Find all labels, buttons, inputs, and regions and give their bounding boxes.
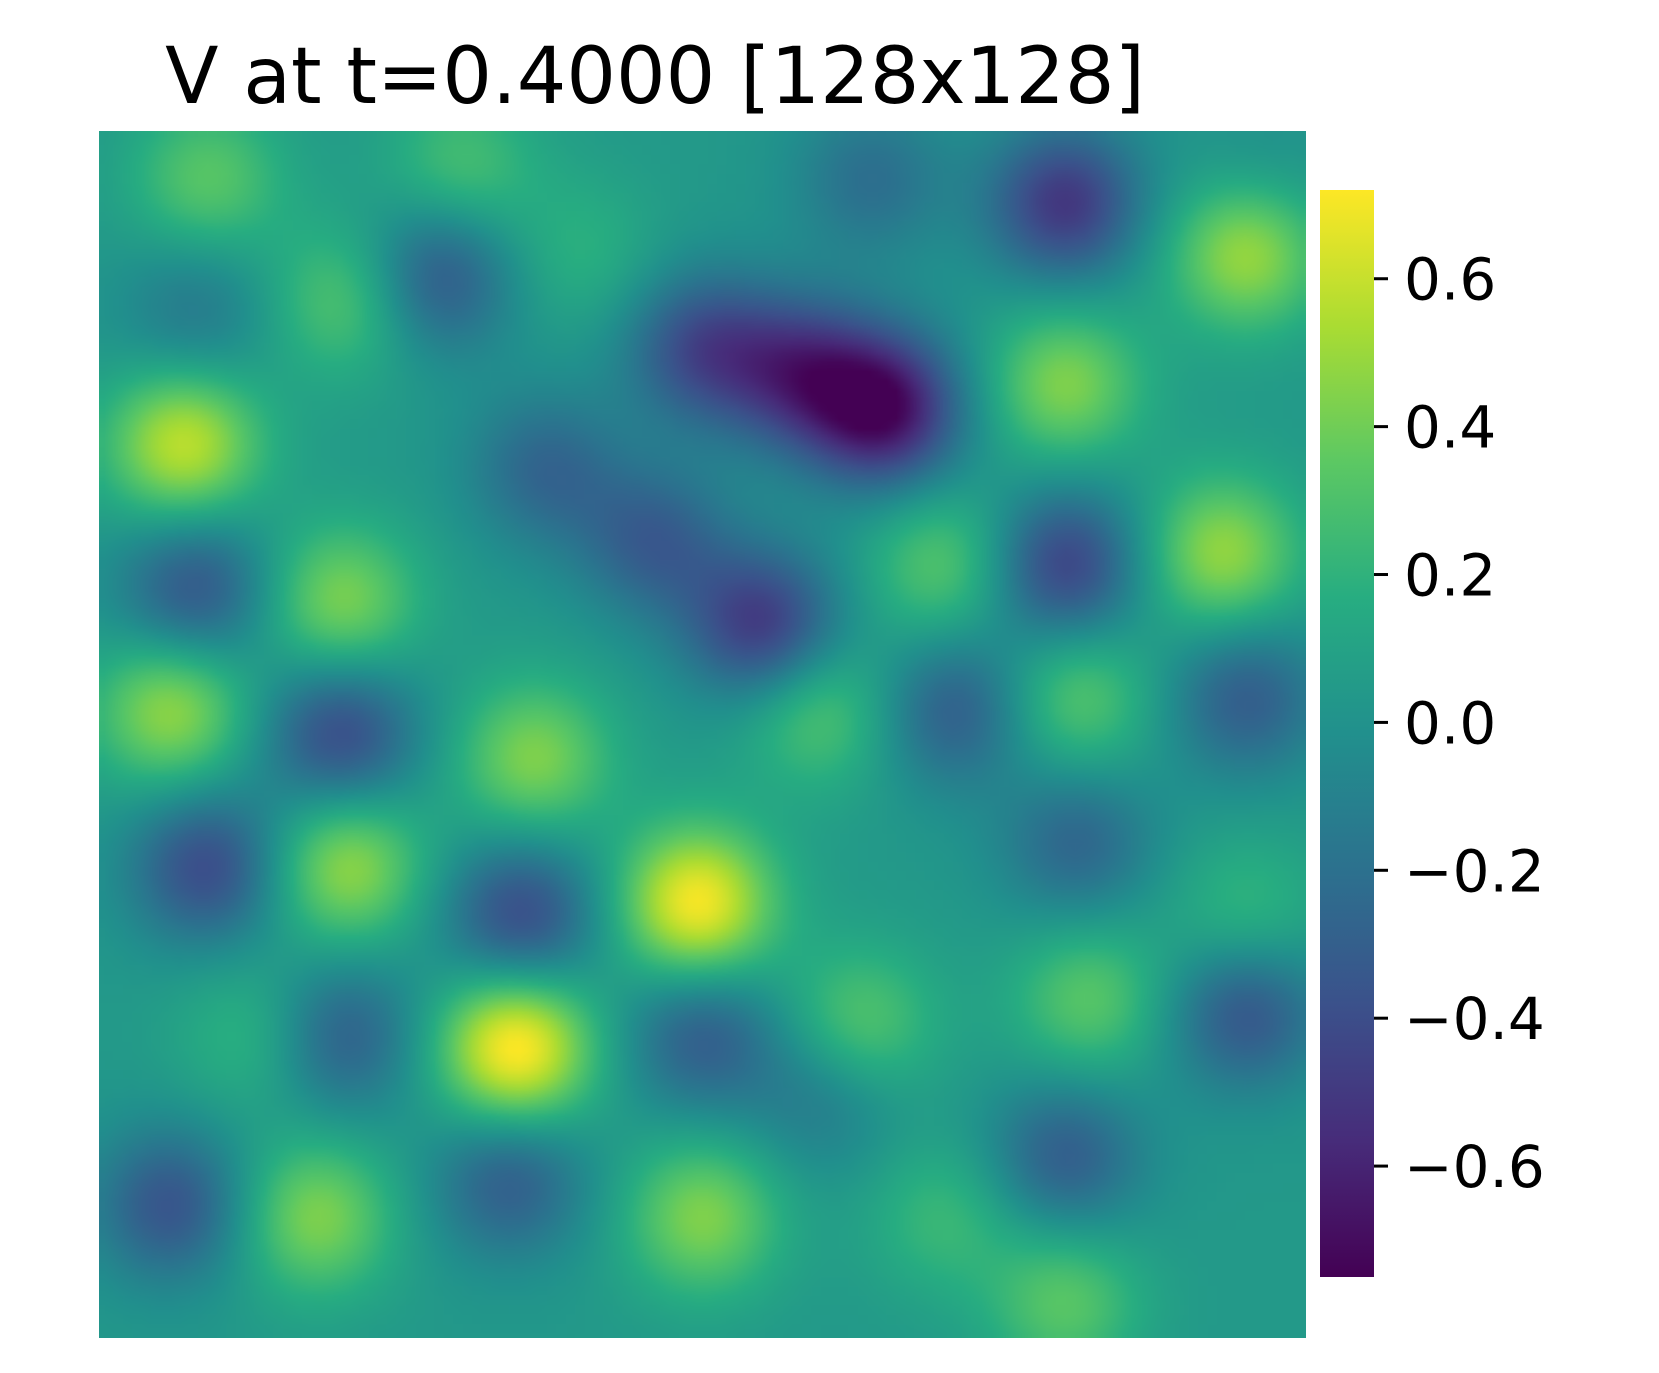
colorbar-tick-label: 0.0	[1404, 689, 1496, 757]
colorbar-tick-label: −0.2	[1404, 837, 1545, 905]
colorbar-tick-label: 0.6	[1404, 246, 1496, 314]
colorbar-tick-label: −0.6	[1404, 1133, 1545, 1201]
chart-title: V at t=0.4000 [128x128]	[165, 32, 1145, 122]
colorbar-tick-label: −0.4	[1404, 985, 1545, 1053]
colorbar-tick-label: 0.4	[1404, 394, 1496, 462]
colorbar	[1320, 190, 1374, 1277]
heatmap-canvas	[99, 131, 1306, 1338]
heatmap-plot-area	[99, 131, 1306, 1338]
colorbar-ticks: 0.6 0.4 0.2 0.0 −0.2 −0.4 −0.6	[1374, 246, 1545, 1201]
colorbar-tick-label: 0.2	[1404, 542, 1496, 610]
